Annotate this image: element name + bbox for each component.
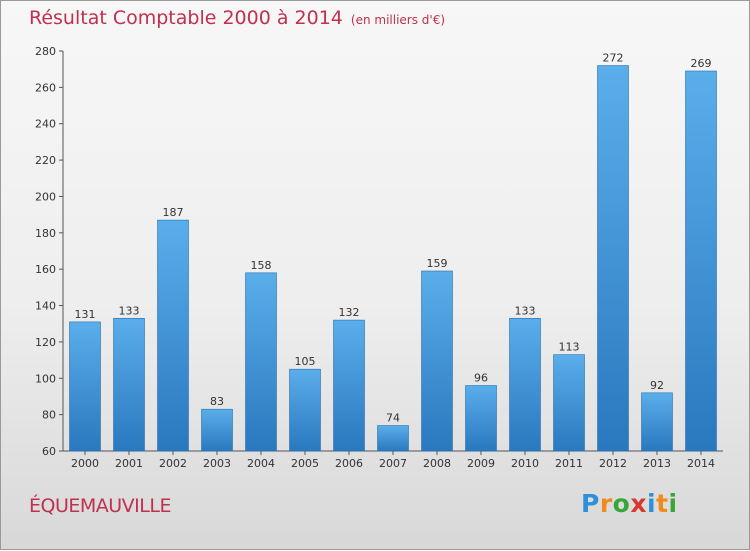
bar — [69, 321, 101, 452]
bar-value-label: 131 — [75, 308, 96, 321]
chart-title: Résultat Comptable 2000 à 2014 (en millie… — [29, 7, 445, 29]
bar-value-label: 158 — [251, 259, 272, 272]
bar-value-label: 269 — [691, 57, 712, 70]
x-tick-label: 2006 — [335, 457, 363, 470]
y-tick-label: 220 — [35, 154, 56, 167]
bar — [465, 385, 497, 452]
bar-value-label: 272 — [603, 52, 624, 65]
chart-unit-note: (en milliers d'€) — [350, 13, 446, 27]
y-tick-label: 140 — [35, 300, 56, 313]
bar — [201, 408, 233, 452]
bar — [553, 354, 585, 452]
bar — [289, 368, 321, 452]
x-tick-label: 2012 — [599, 457, 627, 470]
proxiti-logo: Proxiti — [581, 489, 678, 518]
x-tick-label: 2007 — [379, 457, 407, 470]
bar — [333, 319, 365, 452]
logo-letter: x — [630, 489, 647, 518]
bar-value-label: 133 — [515, 304, 536, 317]
logo-letter: o — [612, 489, 631, 518]
logo-letter: i — [668, 489, 678, 518]
x-tick-label: 2010 — [511, 457, 539, 470]
y-tick-label: 240 — [35, 118, 56, 131]
commune-name: ÉQUEMAUVILLE — [29, 495, 171, 517]
bar-value-label: 105 — [295, 355, 316, 368]
bar — [685, 70, 717, 452]
bar-value-label: 187 — [163, 206, 184, 219]
bar — [641, 392, 673, 452]
logo-letter: r — [599, 489, 613, 518]
bar — [509, 317, 541, 452]
bar-value-label: 83 — [210, 395, 224, 408]
bar-value-label: 96 — [474, 372, 488, 385]
bar — [245, 272, 277, 452]
y-tick-label: 100 — [35, 372, 56, 385]
bar-value-label: 159 — [427, 257, 448, 270]
x-tick-label: 2000 — [71, 457, 99, 470]
x-tick-label: 2003 — [203, 457, 231, 470]
logo-letter: P — [581, 489, 600, 518]
y-tick-label: 180 — [35, 227, 56, 240]
bar-value-label: 113 — [559, 341, 580, 354]
bar-value-label: 133 — [119, 304, 140, 317]
bar-value-label: 132 — [339, 306, 360, 319]
bar — [157, 219, 189, 452]
bar — [597, 65, 629, 452]
bar — [377, 425, 409, 452]
x-tick-label: 2001 — [115, 457, 143, 470]
x-tick-label: 2002 — [159, 457, 187, 470]
chart-title-text: Résultat Comptable 2000 à 2014 — [29, 7, 343, 29]
bar — [421, 270, 453, 452]
logo-letter: t — [656, 489, 669, 518]
x-tick-label: 2004 — [247, 457, 275, 470]
x-tick-label: 2011 — [555, 457, 583, 470]
x-tick-label: 2008 — [423, 457, 451, 470]
y-tick-label: 260 — [35, 81, 56, 94]
x-tick-label: 2013 — [643, 457, 671, 470]
x-tick-label: 2005 — [291, 457, 319, 470]
y-tick-label: 280 — [35, 45, 56, 58]
y-tick-label: 200 — [35, 190, 56, 203]
x-tick-label: 2009 — [467, 457, 495, 470]
bar-value-label: 74 — [386, 412, 400, 425]
bar — [113, 317, 145, 452]
y-tick-label: 160 — [35, 263, 56, 276]
y-tick-label: 60 — [42, 445, 56, 458]
y-tick-label: 120 — [35, 336, 56, 349]
logo-letter: i — [647, 489, 657, 518]
bar-value-label: 92 — [650, 379, 664, 392]
y-tick-label: 80 — [42, 409, 56, 422]
x-tick-label: 2014 — [687, 457, 715, 470]
